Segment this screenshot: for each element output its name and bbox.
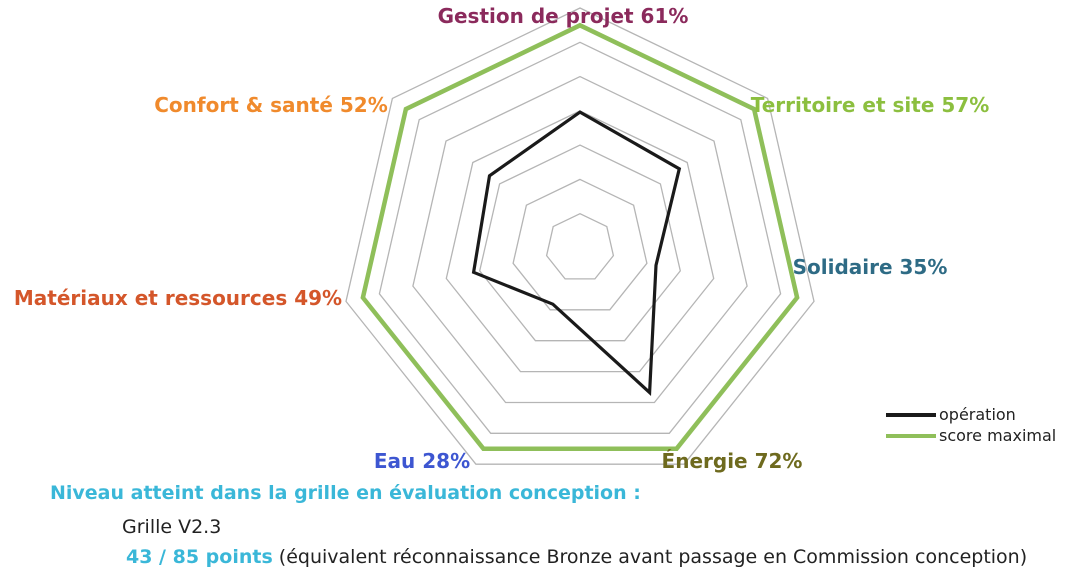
label-eau: Eau 28%	[374, 449, 470, 473]
label-solidaire: Solidaire 35%	[793, 255, 948, 279]
grid-ring	[512, 178, 648, 311]
grid-ring	[412, 75, 748, 404]
grid-ring	[445, 110, 715, 373]
grid-ring	[545, 212, 615, 280]
label-confort-sante: Confort & santé 52%	[154, 93, 388, 117]
grid-ring	[478, 144, 682, 342]
radar-series	[360, 22, 800, 451]
legend-label-score-maximal: score maximal	[939, 426, 1056, 445]
legend: opération score maximal	[886, 405, 1056, 445]
radar-grid	[345, 7, 815, 465]
axis-labels: Gestion de projet 61% Territoire et site …	[14, 4, 989, 473]
label-gestion-de-projet: Gestion de projet 61%	[438, 4, 689, 28]
grid-ring	[345, 7, 815, 465]
label-materiaux-et-ressources: Matériaux et ressources 49%	[14, 286, 342, 310]
grid-ring	[378, 41, 782, 434]
legend-label-operation: opération	[939, 405, 1016, 424]
label-energie: Énergie 72%	[662, 449, 803, 473]
series-operation	[471, 110, 682, 396]
label-territoire-et-site: Territoire et site 57%	[751, 93, 990, 117]
series-score-maximal	[360, 22, 800, 451]
